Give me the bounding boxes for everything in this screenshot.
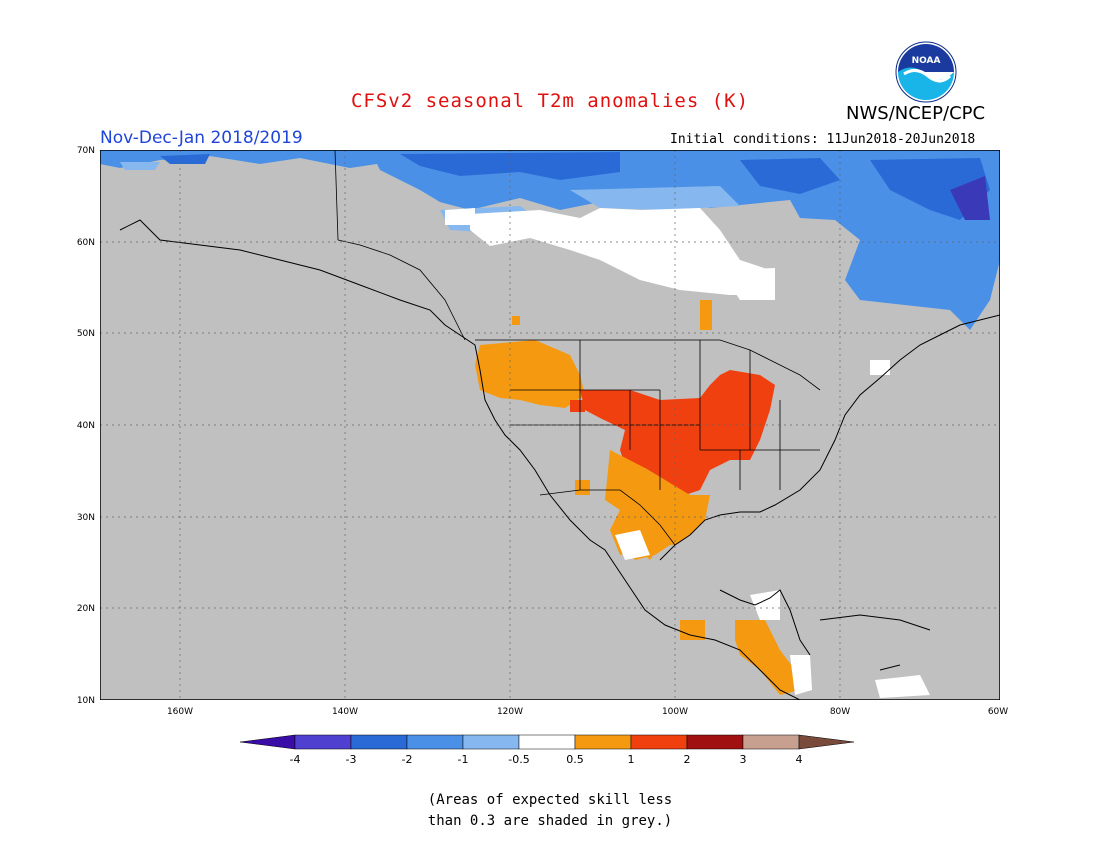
- lon-label: 140W: [332, 707, 358, 717]
- colorbar-tick-label: 0.5: [566, 753, 584, 766]
- colorbar-swatch: [350, 734, 408, 750]
- colorbar-tick-label: -3: [346, 753, 357, 766]
- map-title: CFSv2 seasonal T2m anomalies (K): [350, 90, 750, 112]
- noaa-logo: [895, 41, 957, 103]
- colorbar-tick-label: 4: [796, 753, 803, 766]
- colorbar-swatch: [462, 734, 520, 750]
- warm-anomaly-west: [475, 300, 712, 408]
- agency-label: NWS/NCEP/CPC: [846, 103, 986, 124]
- colorbar-swatch: [574, 734, 632, 750]
- footnote-line-2: than 0.3 are shaded in grey.): [427, 813, 673, 829]
- lat-label: 40N: [77, 421, 95, 431]
- colorbar-arrow-low: [239, 734, 296, 750]
- colorbar-tick-label: 1: [628, 753, 635, 766]
- lon-label: 60W: [988, 707, 1008, 717]
- latitude-labels: 70N 60N 50N 40N 30N 20N 10N: [77, 146, 95, 706]
- lat-label: 10N: [77, 696, 95, 706]
- noaa-logo-text: NOAA: [911, 56, 941, 66]
- lat-label: 30N: [77, 513, 95, 523]
- colorbar-swatch: [406, 734, 464, 750]
- colorbar-swatch: [518, 734, 576, 750]
- colorbar-swatch: [294, 734, 352, 750]
- lon-label: 100W: [662, 707, 688, 717]
- colorbar-swatch: [686, 734, 744, 750]
- cold-anomaly-regions: [100, 150, 1000, 330]
- lat-label: 70N: [77, 146, 95, 156]
- colorbar-labels: -4 -3 -2 -1 -0.5 0.5 1 2 3 4: [290, 753, 803, 766]
- near-normal-south: [615, 530, 930, 698]
- lat-label: 20N: [77, 604, 95, 614]
- colorbar-tick-label: 2: [684, 753, 691, 766]
- anomaly-map: [100, 150, 1000, 700]
- colorbar-tick-label: -4: [290, 753, 301, 766]
- colorbar-swatch: [630, 734, 688, 750]
- longitude-labels: 160W 140W 120W 100W 80W 60W: [167, 707, 1008, 717]
- colorbar-tick-label: -1: [458, 753, 469, 766]
- colorbar-tick-label: -0.5: [508, 753, 529, 766]
- lon-label: 80W: [830, 707, 850, 717]
- lon-label: 160W: [167, 707, 193, 717]
- colorbar-tick-label: -2: [402, 753, 413, 766]
- initial-conditions-label: Initial conditions: 11Jun2018-20Jun2018: [670, 132, 976, 147]
- colorbar: -4 -3 -2 -1 -0.5 0.5 1 2 3 4: [239, 734, 855, 766]
- coastlines: [119, 219, 1000, 700]
- forecast-period: Nov-Dec-Jan 2018/2019: [100, 128, 303, 148]
- footnote-line-1: (Areas of expected skill less: [427, 792, 673, 808]
- near-normal-regions: [445, 208, 890, 375]
- lat-label: 50N: [77, 329, 95, 339]
- colorbar-arrow-high: [798, 734, 855, 750]
- colorbar-swatch: [742, 734, 800, 750]
- footnote: (Areas of expected skill less than 0.3 a…: [0, 790, 1100, 832]
- graticule: [100, 150, 1000, 700]
- lat-label: 60N: [77, 238, 95, 248]
- lon-label: 120W: [497, 707, 523, 717]
- colorbar-swatches: [239, 734, 855, 750]
- colorbar-tick-label: 3: [740, 753, 747, 766]
